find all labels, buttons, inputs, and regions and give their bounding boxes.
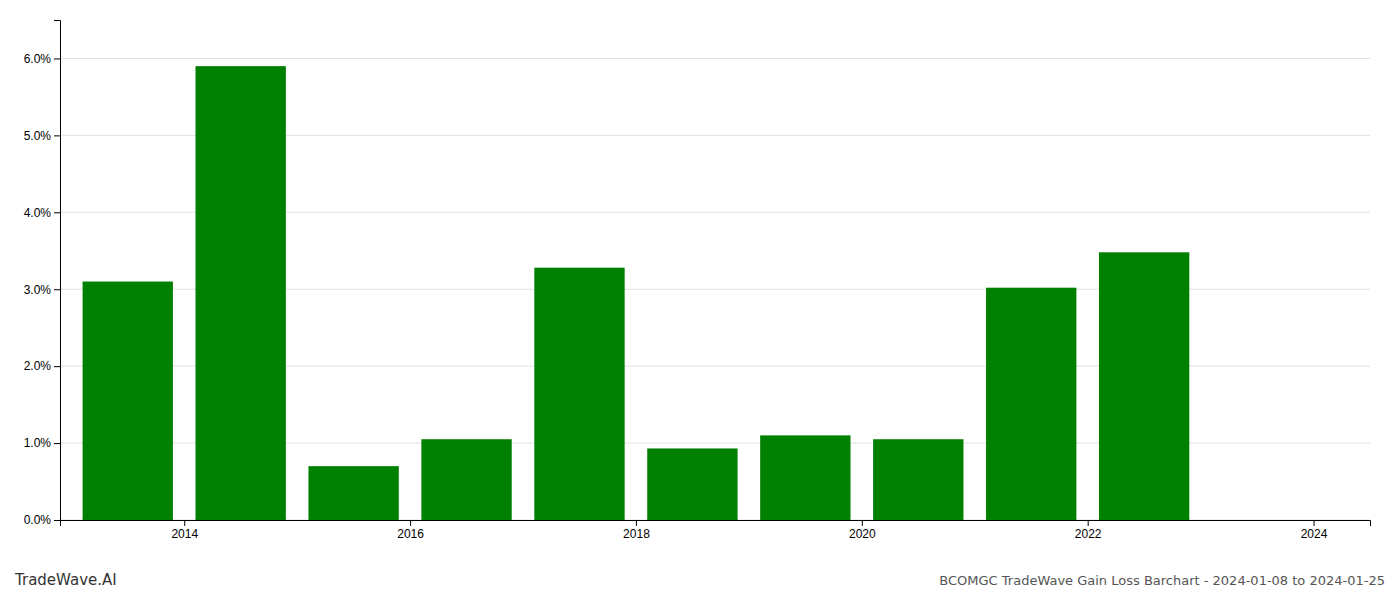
bar	[534, 268, 624, 520]
y-tick: 5.0%	[24, 129, 60, 143]
y-tick-mark	[54, 58, 60, 59]
x-tick-mark	[410, 520, 411, 526]
y-tick-mark	[54, 366, 60, 367]
x-tick-mark	[862, 520, 863, 526]
x-tick-mark	[1088, 520, 1089, 526]
x-tick: 2014	[171, 520, 198, 541]
x-tick-label: 2016	[397, 527, 424, 541]
bar	[986, 288, 1076, 520]
y-tick-mark	[54, 135, 60, 136]
y-axis-line	[54, 21, 61, 521]
y-tick: 4.0%	[24, 206, 60, 220]
grid-line	[60, 58, 1370, 59]
y-tick-label: 6.0%	[24, 52, 52, 66]
x-tick: 2020	[849, 520, 876, 541]
bar	[308, 466, 398, 520]
y-axis: 0.0% 1.0% 2.0% 3.0% 4.0% 5.0% 6.0%	[24, 21, 61, 528]
y-tick-mark	[54, 212, 60, 213]
y-tick-label: 1.0%	[24, 436, 52, 450]
annotation: TradeWave.AI	[14, 571, 117, 589]
y-tick-mark	[54, 289, 60, 290]
x-tick-label: 2020	[849, 527, 876, 541]
y-tick-label: 5.0%	[24, 129, 52, 143]
y-tick: 2.0%	[24, 359, 60, 373]
bar	[647, 448, 737, 520]
y-tick: 3.0%	[24, 283, 60, 297]
y-tick-label: 4.0%	[24, 206, 52, 220]
y-tick-mark	[54, 443, 60, 444]
x-tick-label: 2024	[1301, 527, 1328, 541]
x-tick-mark	[1314, 520, 1315, 526]
bars	[83, 66, 1190, 520]
x-axis-line	[61, 521, 1371, 527]
y-tick-mark	[54, 520, 60, 521]
x-tick: 2018	[623, 520, 650, 541]
bar	[421, 439, 511, 520]
bar	[873, 439, 963, 520]
y-tick: 6.0%	[24, 52, 60, 66]
x-tick-mark	[636, 520, 637, 526]
grid	[60, 58, 1370, 520]
y-tick-label: 0.0%	[24, 513, 52, 527]
y-tick: 0.0%	[24, 513, 60, 527]
x-axis: 2014 2016 2018 2020 2022 2024	[61, 520, 1371, 541]
y-tick: 1.0%	[24, 436, 60, 450]
x-tick: 2024	[1301, 520, 1328, 541]
x-tick-mark	[184, 520, 185, 526]
title: BCOMGC TradeWave Gain Loss Barchart - 20…	[939, 573, 1385, 588]
x-tick: 2016	[397, 520, 424, 541]
x-tick: 2022	[1075, 520, 1102, 541]
bar	[760, 435, 850, 520]
bar	[83, 282, 173, 520]
y-tick-label: 2.0%	[24, 359, 52, 373]
bar	[196, 66, 286, 520]
x-tick-label: 2018	[623, 527, 650, 541]
y-tick-label: 3.0%	[24, 283, 52, 297]
x-tick-label: 2014	[171, 527, 198, 541]
chart: 0.0% 1.0% 2.0% 3.0% 4.0% 5.0% 6.0% 2014 2016 2018…	[0, 0, 1400, 600]
x-tick-label: 2022	[1075, 527, 1102, 541]
bar	[1212, 520, 1302, 521]
bar	[1099, 252, 1189, 520]
